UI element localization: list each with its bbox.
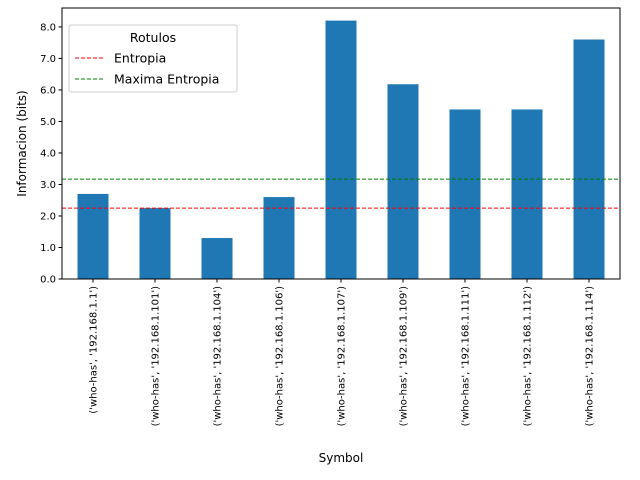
x-tick-label: ('who-has', '192.168.1.109') (399, 286, 410, 427)
x-tick-label: ('who-has', '192.168.1.114') (585, 286, 596, 427)
bar-4 (263, 197, 295, 279)
bar-1 (77, 193, 109, 279)
legend-entries: Entropia Maxima Entropia (75, 51, 219, 87)
bar-7 (449, 109, 481, 280)
x-axis-label: Symbol (319, 451, 364, 465)
y-tick-label: 0.0 (40, 275, 56, 286)
bar-8 (511, 109, 543, 280)
legend-label: Entropia (114, 51, 166, 66)
x-tick-label: ('who-has', '192.168.1.112') (523, 286, 534, 427)
bars (77, 20, 605, 280)
y-tick-label: 5.0 (40, 117, 56, 128)
legend-title: Rotulos (130, 30, 176, 45)
y-tick-label: 1.0 (40, 243, 56, 254)
x-tick-label: ('who-has', '192.168.1.111') (461, 286, 472, 427)
x-tick-label: ('who-has', '192.168.1.104') (213, 286, 224, 427)
bar-2 (139, 208, 171, 279)
y-tick-label: 3.0 (40, 180, 56, 191)
legend-box (68, 24, 238, 93)
bar-6 (387, 84, 419, 279)
bar-3 (201, 238, 233, 279)
x-axis-ticks: ('who-has', '192.168.1.1') ('who-has', '1… (89, 279, 596, 426)
x-tick-label: ('who-has', '192.168.1.106') (275, 286, 286, 427)
x-tick-label: ('who-has', '192.168.1.107') (337, 286, 348, 427)
x-tick-label: ('who-has', '192.168.1.1') (89, 286, 100, 414)
y-tick-label: 7.0 (40, 54, 56, 65)
y-axis-ticks: 0.0 1.0 2.0 3.0 4.0 5.0 6.0 7.0 8.0 (40, 22, 62, 286)
legend: Rotulos Entropia Maxima Entropia (68, 24, 238, 93)
y-tick-label: 6.0 (40, 85, 56, 96)
bar-5 (325, 20, 357, 280)
y-tick-label: 8.0 (40, 22, 56, 33)
y-axis-label: Informacion (bits) (15, 90, 29, 196)
y-tick-label: 2.0 (40, 211, 56, 222)
x-tick-label: ('who-has', '192.168.1.101') (151, 286, 162, 427)
y-tick-label: 4.0 (40, 148, 56, 159)
bar-9 (573, 39, 605, 279)
legend-label: Maxima Entropia (114, 72, 219, 87)
reference-lines (62, 178, 620, 209)
